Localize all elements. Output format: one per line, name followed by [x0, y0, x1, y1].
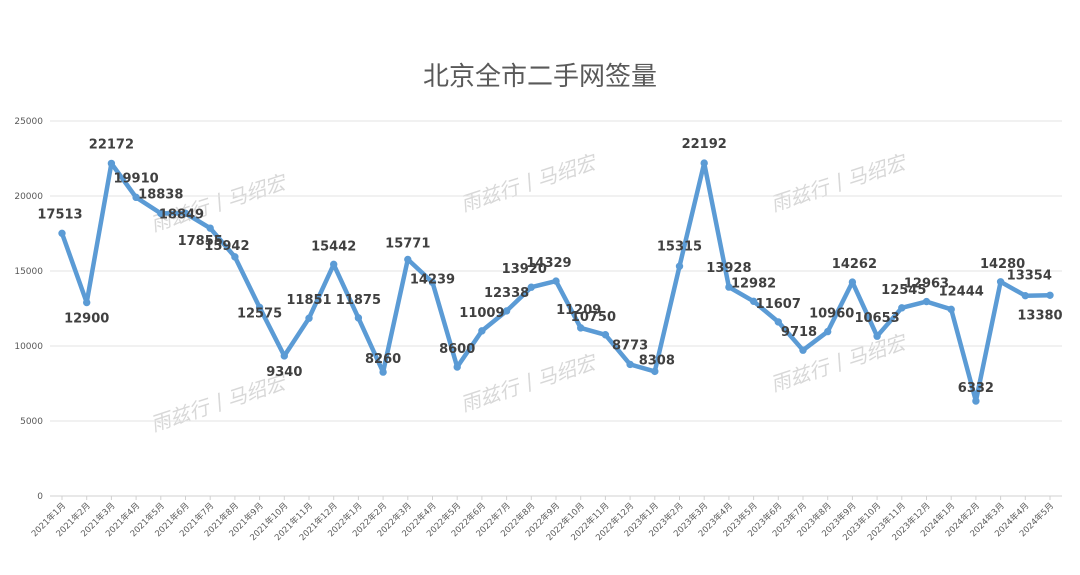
data-point: [404, 255, 412, 264]
data-label: 14329: [526, 256, 571, 271]
data-label: 22192: [682, 137, 727, 152]
data-label: 11875: [336, 293, 381, 308]
data-point: [651, 367, 659, 376]
data-point: [848, 278, 857, 286]
data-label: 13354: [1007, 269, 1052, 284]
data-point: [873, 332, 881, 340]
data-point: [996, 278, 1005, 286]
data-label: 12900: [64, 312, 109, 327]
data-points: [58, 159, 1054, 405]
data-point: [132, 193, 140, 202]
data-label: 12575: [237, 306, 282, 321]
data-label: 14239: [410, 272, 455, 287]
chart-title: 北京全市二手网签量: [423, 62, 657, 92]
data-point: [725, 283, 733, 291]
data-point: [799, 346, 807, 354]
data-label: 10960: [809, 307, 854, 322]
data-point: [1021, 291, 1030, 300]
data-point: [428, 278, 437, 287]
data-point: [330, 260, 338, 269]
data-point: [774, 318, 782, 326]
data-label: 8773: [612, 338, 648, 353]
data-point: [107, 159, 116, 168]
data-point: [255, 303, 264, 312]
data-point: [922, 297, 931, 306]
data-point: [181, 209, 190, 217]
data-label: 22172: [89, 137, 134, 152]
data-point: [577, 324, 585, 332]
data-label: 10653: [854, 311, 899, 326]
watermark-text: 雨兹行丨马绍宏: [148, 169, 291, 236]
data-label: 9340: [266, 365, 302, 380]
data-label: 13380: [1017, 308, 1062, 323]
data-label: 14262: [832, 257, 877, 272]
data-point: [675, 262, 684, 270]
data-label: 17513: [37, 207, 82, 222]
data-point: [626, 360, 634, 369]
data-label: 9718: [781, 325, 817, 340]
y-axis: 0 5000 10000 15000 20000 25000: [14, 117, 43, 502]
data-point: [83, 298, 91, 307]
data-label: 18838: [138, 187, 183, 202]
watermark-text: 雨兹行丨马绍宏: [458, 149, 601, 216]
data-label: 8260: [365, 352, 401, 367]
data-point: [972, 397, 980, 405]
data-point: [601, 331, 610, 339]
y-tick-label: 15000: [14, 267, 43, 277]
data-point: [58, 229, 66, 238]
data-point: [502, 307, 511, 315]
data-label: 11851: [286, 293, 331, 308]
y-tick-label: 20000: [14, 192, 43, 202]
data-label: 6332: [958, 381, 994, 396]
watermark-layer: 雨兹行丨马绍宏雨兹行丨马绍宏雨兹行丨马绍宏雨兹行丨马绍宏雨兹行丨马绍宏雨兹行丨马…: [148, 149, 911, 436]
data-point: [379, 368, 387, 376]
data-label: 13920: [502, 262, 547, 277]
data-label: 19910: [113, 171, 158, 186]
data-label: 12963: [904, 277, 949, 292]
data-label: 18849: [159, 207, 204, 222]
data-label: 11607: [756, 297, 801, 312]
data-label: 15442: [311, 239, 356, 254]
x-axis: 2021年1月2021年2月2021年3月2021年4月2021年5月2021年…: [29, 496, 1056, 543]
data-point: [749, 297, 758, 305]
data-label: 12982: [731, 276, 776, 291]
data-label: 12338: [484, 286, 529, 301]
data-point: [231, 253, 239, 261]
data-point: [354, 314, 363, 322]
data-point: [527, 283, 535, 291]
data-label: 12444: [939, 284, 984, 299]
watermark-text: 雨兹行丨马绍宏: [768, 149, 911, 216]
data-label: 15942: [204, 239, 249, 254]
watermark-text: 雨兹行丨马绍宏: [458, 349, 601, 416]
y-tick-label: 5000: [20, 417, 43, 427]
data-label: 13928: [706, 261, 751, 276]
data-point: [898, 304, 906, 312]
data-point: [280, 352, 288, 360]
y-tick-label: 0: [37, 492, 43, 502]
data-point: [700, 159, 708, 167]
data-label: 10750: [571, 310, 616, 325]
data-label: 14280: [980, 257, 1025, 272]
data-point: [453, 363, 461, 371]
y-tick-label: 10000: [14, 342, 43, 352]
data-point: [947, 305, 955, 314]
data-point: [478, 327, 486, 335]
data-label: 12545: [881, 283, 926, 298]
data-label: 15315: [657, 239, 702, 254]
data-point: [1046, 291, 1054, 299]
data-label: 15771: [385, 236, 430, 251]
data-point: [206, 224, 214, 232]
y-tick-label: 25000: [14, 117, 43, 127]
data-label: 8600: [439, 342, 475, 357]
data-point: [305, 314, 313, 322]
data-point: [824, 327, 832, 336]
data-label: 11009: [459, 306, 504, 321]
data-point: [552, 277, 560, 285]
data-point: [157, 209, 165, 218]
data-label: 17855: [178, 234, 223, 249]
data-label: 8308: [639, 353, 675, 368]
data-label: 11209: [556, 303, 601, 318]
